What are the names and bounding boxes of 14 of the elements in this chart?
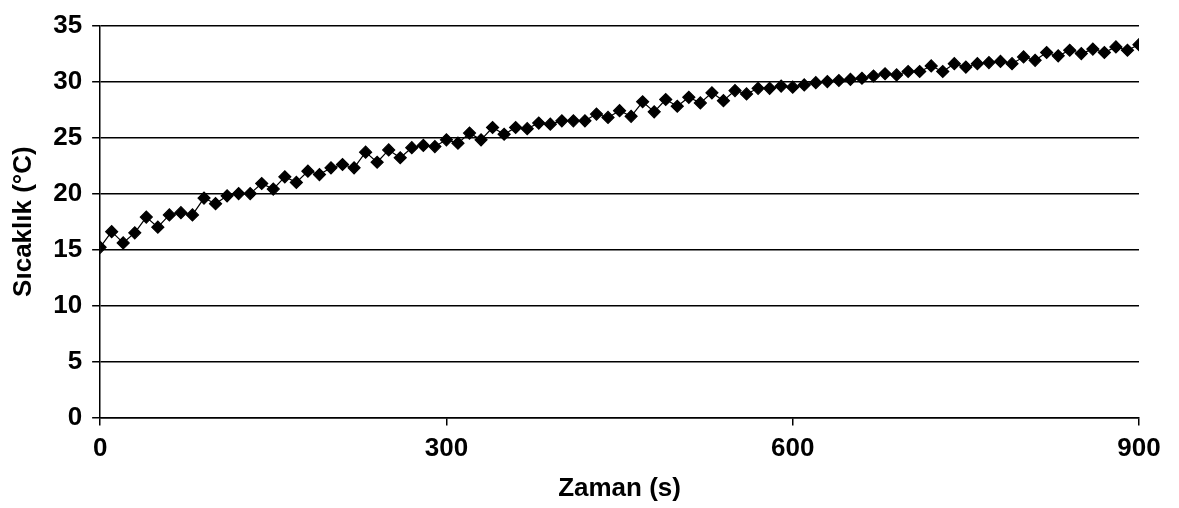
x-tick-label: 900 xyxy=(1117,432,1161,463)
y-tick-label: 15 xyxy=(53,232,83,263)
x-axis-title: Zaman (s) xyxy=(558,471,681,502)
y-tick-label: 20 xyxy=(53,176,83,207)
y-tick-label: 10 xyxy=(53,288,83,319)
x-tick-label: 0 xyxy=(92,432,108,463)
x-tick-label: 600 xyxy=(771,432,815,463)
y-tick-label: 30 xyxy=(53,64,83,95)
y-tick-label: 35 xyxy=(53,8,83,39)
y-tick-label: 0 xyxy=(67,400,83,431)
y-tick-label: 5 xyxy=(67,344,83,375)
y-tick-label: 25 xyxy=(53,120,83,151)
y-axis-title: Sıcaklık (°C) xyxy=(6,146,37,297)
x-tick-label: 300 xyxy=(424,432,469,463)
